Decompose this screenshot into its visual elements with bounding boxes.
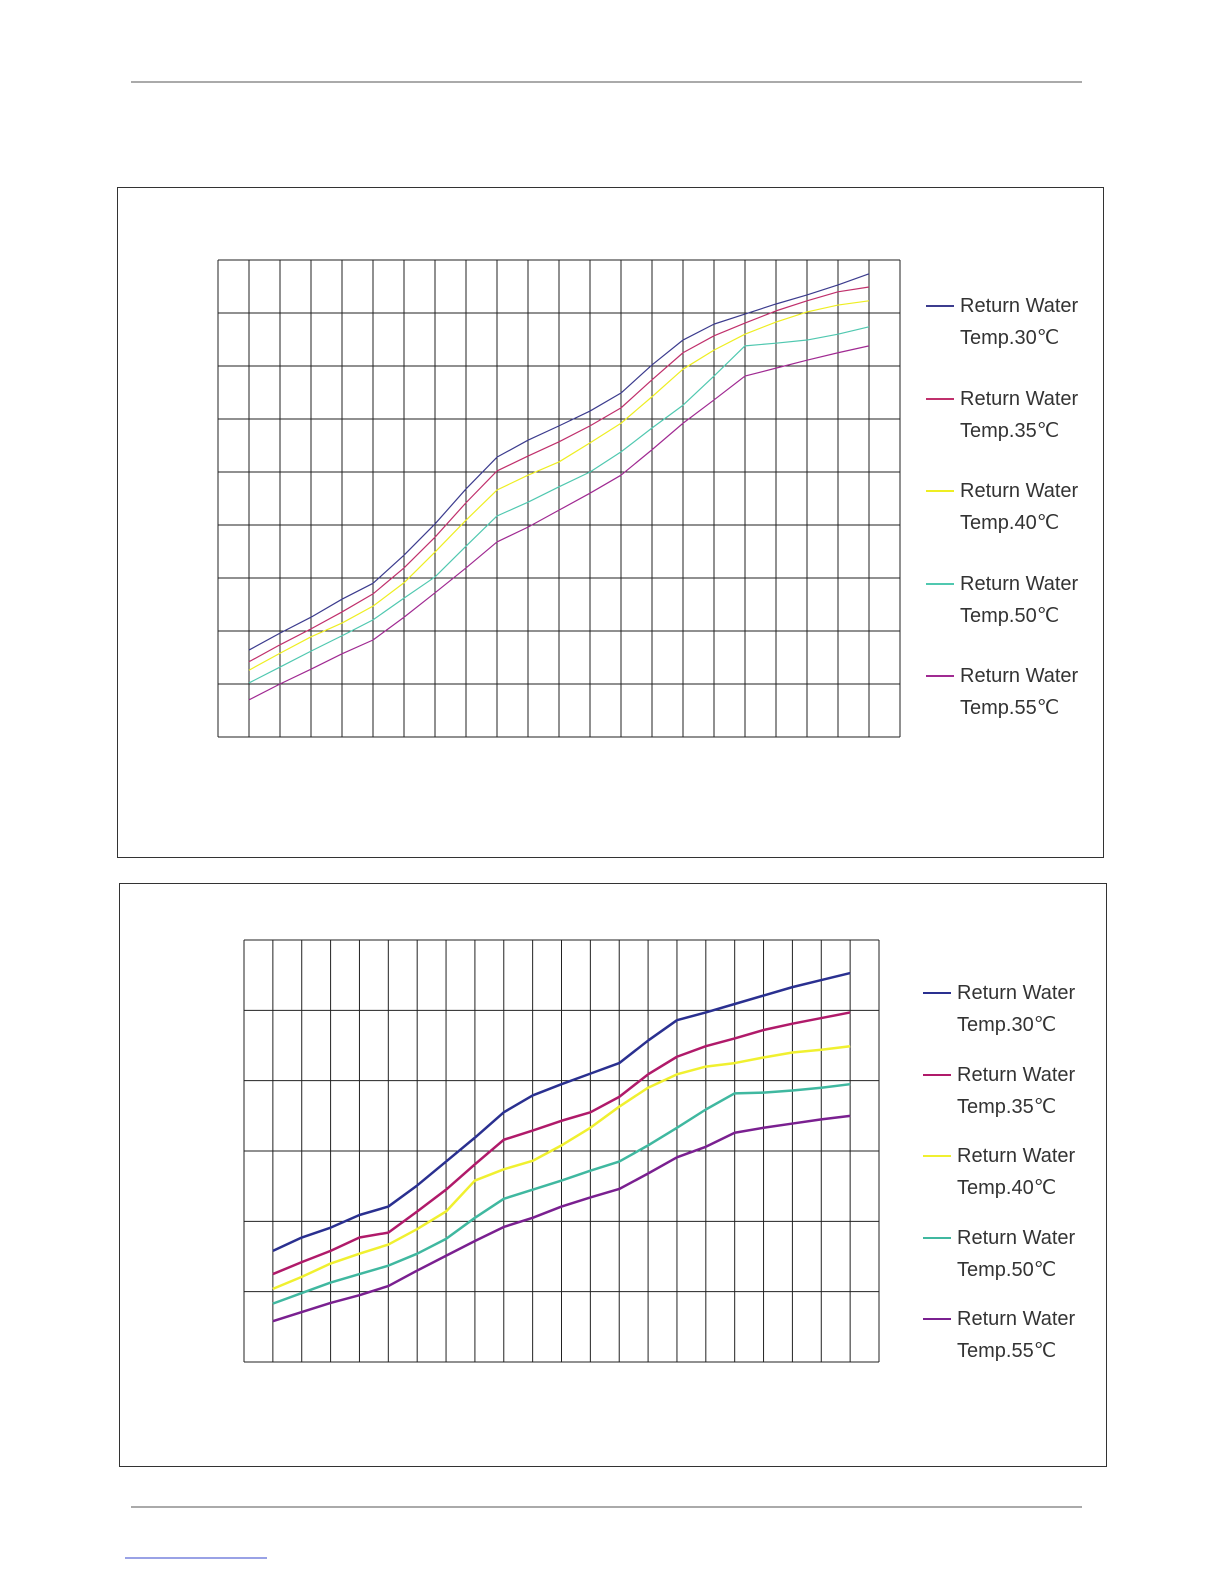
legend-swatch [926,397,954,400]
chart-frame [119,883,1107,1467]
legend: Return Water Temp.30℃ Return Water Temp.3… [926,290,1088,753]
legend-entry: Return Water Temp.30℃ [926,290,1088,354]
series-line [272,1011,851,1276]
series-line [248,300,870,671]
legend-swatch [926,305,954,307]
series-line [272,1082,851,1305]
legend-swatch [926,675,954,677]
legend-swatch [923,1155,951,1157]
legend-entry: Return Water Temp.30℃ [923,977,1085,1041]
legend-swatch [923,1318,951,1320]
legend-entry: Return Water Temp.50℃ [926,568,1088,632]
series-line [272,1114,851,1323]
series-line [248,326,870,684]
legend-entry: Return Water Temp.35℃ [926,383,1088,447]
legend: Return Water Temp.30℃ Return Water Temp.3… [923,977,1085,1385]
legend-entry: Return Water Temp.55℃ [926,660,1088,724]
legend-swatch [923,1236,951,1239]
series-line [248,345,870,701]
series-line [248,286,870,663]
series-line [272,971,851,1253]
legend-swatch [926,582,954,585]
legend-swatch [923,1073,951,1076]
legend-swatch [926,490,954,492]
series-line [248,273,870,651]
chart-frame [117,187,1104,858]
series-line [272,1044,851,1291]
legend-swatch [923,992,951,994]
legend-entry: Return Water Temp.35℃ [923,1059,1085,1123]
legend-entry: Return Water Temp.40℃ [923,1140,1085,1204]
legend-entry: Return Water Temp.55℃ [923,1303,1085,1367]
legend-entry: Return Water Temp.50℃ [923,1222,1085,1286]
legend-entry: Return Water Temp.40℃ [926,475,1088,539]
